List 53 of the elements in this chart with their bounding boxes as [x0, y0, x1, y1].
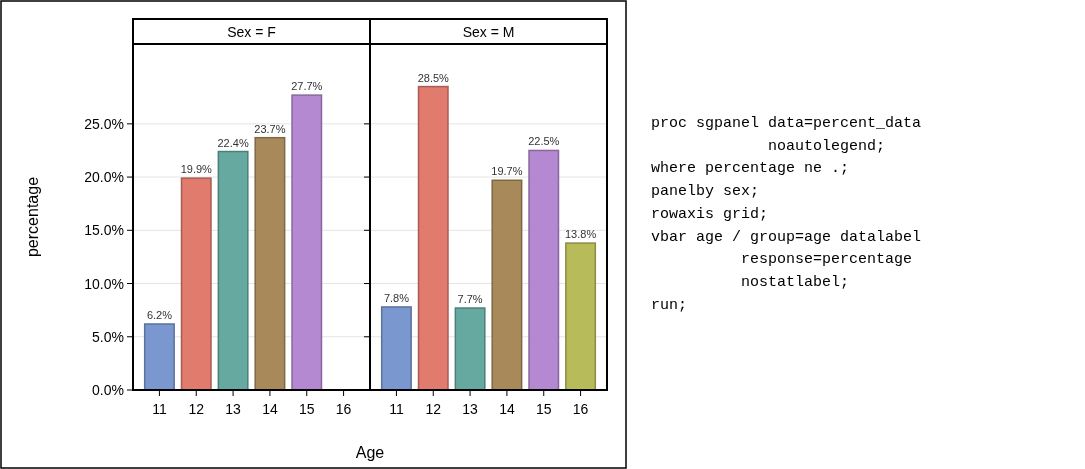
x-tick-label: 16: [572, 401, 589, 417]
y-axis-title: percentage: [24, 176, 41, 258]
y-tick-label: 25.0%: [84, 115, 124, 132]
data-label: 7.7%: [457, 293, 483, 306]
x-tick-label: 14: [262, 401, 278, 417]
data-label: 23.7%: [254, 122, 286, 135]
data-label: 22.4%: [217, 136, 249, 149]
text: nostatlabel;: [651, 273, 850, 291]
x-tick-label: 14: [499, 401, 515, 417]
text: response=percentage: [651, 251, 913, 269]
data-label: 19.9%: [180, 163, 213, 176]
bar: [491, 179, 523, 391]
bar: [254, 136, 286, 391]
x-axis-title: Age: [355, 444, 385, 461]
bar: [291, 94, 323, 391]
data-label: 22.5%: [528, 135, 560, 148]
x-tick-label: 12: [188, 401, 205, 417]
text: noautolegend;: [651, 137, 886, 155]
x-tick-label: 15: [535, 401, 552, 417]
bar: [143, 323, 175, 391]
x-tick-label: 13: [225, 401, 242, 417]
x-tick-label: 15: [298, 401, 315, 417]
bar: [565, 242, 597, 391]
data-label: 6.2%: [146, 308, 173, 321]
x-tick-label: 11: [152, 401, 167, 417]
y-tick-label: 0.0%: [92, 382, 124, 398]
data-label: 7.8%: [383, 291, 410, 304]
x-tick-label: 12: [425, 401, 442, 417]
bar: [380, 306, 412, 391]
text: vbar age / group=age datalabel: [651, 228, 922, 246]
y-tick-label: 5.0%: [92, 328, 124, 345]
text: proc sgpanel data=percent_data: [651, 115, 922, 132]
x-tick-label: 11: [389, 401, 404, 417]
data-label: 13.8%: [564, 228, 597, 241]
y-tick-label: 15.0%: [84, 222, 124, 239]
bar: [528, 149, 560, 391]
text: run;: [651, 296, 688, 314]
x-tick-label: 13: [462, 401, 479, 417]
bar: [417, 85, 449, 391]
data-label: 19.7%: [491, 165, 523, 178]
data-label: 28.5%: [417, 71, 450, 84]
bar: [180, 177, 212, 391]
text: rowaxis grid;: [651, 205, 769, 223]
chart-title: Sex = M: [462, 23, 515, 40]
y-tick-label: 10.0%: [84, 275, 124, 292]
text: panelby sex;: [651, 183, 760, 201]
data-label: 27.7%: [291, 80, 323, 93]
bar: [454, 307, 486, 391]
text: where percentage ne .;: [651, 160, 850, 178]
y-tick-label: 20.0%: [84, 169, 124, 186]
chart-title: Sex = F: [227, 23, 276, 40]
x-tick-label: 16: [335, 401, 352, 417]
bar: [217, 150, 249, 391]
